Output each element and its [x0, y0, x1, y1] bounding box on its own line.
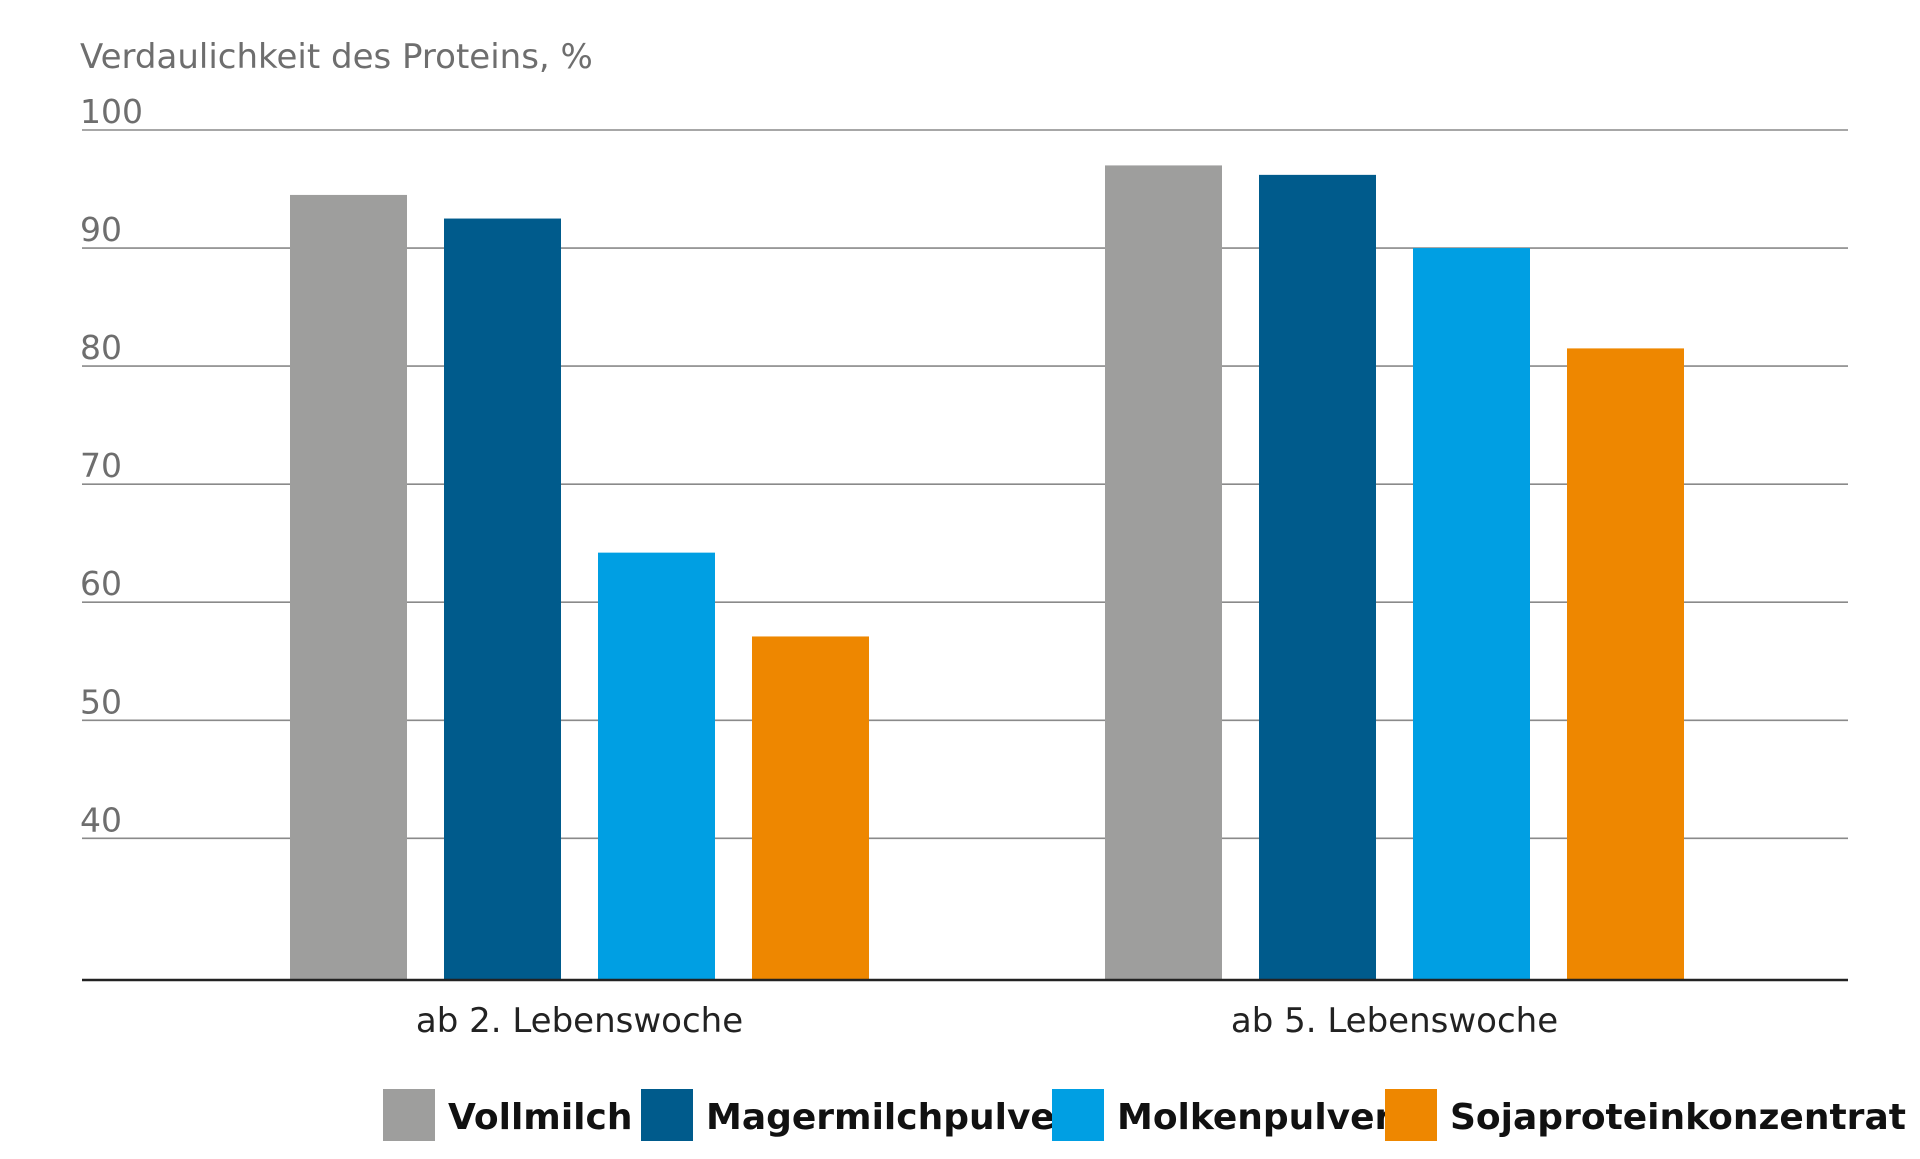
category-labels: ab 2. Lebenswoche ab 5. Lebenswoche [416, 1001, 1558, 1041]
bar-molkenpulver-2 [1413, 248, 1530, 981]
bar-sojaproteinkonzentrat-2 [1567, 348, 1684, 980]
y-tick-label: 50 [80, 682, 122, 721]
y-tick-label: 100 [80, 92, 143, 131]
y-tick-label: 70 [80, 446, 122, 485]
legend-label-magermilchpulver: Magermilchpulver [706, 1097, 1073, 1138]
y-tick-label: 90 [80, 210, 122, 249]
legend-swatch-molkenpulver [1052, 1089, 1104, 1141]
bars [290, 165, 1684, 981]
legend-label-vollmilch: Vollmilch [448, 1097, 632, 1138]
legend-swatch-magermilchpulver [641, 1089, 693, 1141]
y-tick-label: 80 [80, 328, 122, 367]
bar-magermilchpulver-2 [1259, 174, 1376, 981]
category-label: ab 2. Lebenswoche [416, 1001, 743, 1041]
bar-vollmilch-1 [290, 194, 407, 981]
bar-vollmilch-2 [1105, 165, 1222, 980]
bar-sojaproteinkonzentrat-1 [752, 636, 869, 980]
bar-magermilchpulver-1 [444, 218, 561, 980]
legend-swatch-vollmilch [383, 1089, 435, 1141]
legend-label-molkenpulver: Molkenpulver [1117, 1097, 1393, 1138]
y-axis-label: Verdaulichkeit des Proteins, % [80, 37, 593, 77]
legend: Vollmilch Magermilchpulver Molkenpulver Soj… [383, 1089, 1906, 1141]
y-tick-label: 60 [80, 564, 122, 603]
legend-swatch-sojaproteinkonzentrat [1385, 1089, 1437, 1141]
legend-label-sojaproteinkonzentrat: Sojaproteinkonzentrat [1450, 1097, 1906, 1138]
category-label: ab 5. Lebenswoche [1231, 1001, 1558, 1041]
y-tick-label: 40 [80, 800, 122, 839]
bar-molkenpulver-1 [598, 552, 715, 980]
y-tick-labels: 40 50 60 70 80 90 100 [80, 92, 143, 839]
